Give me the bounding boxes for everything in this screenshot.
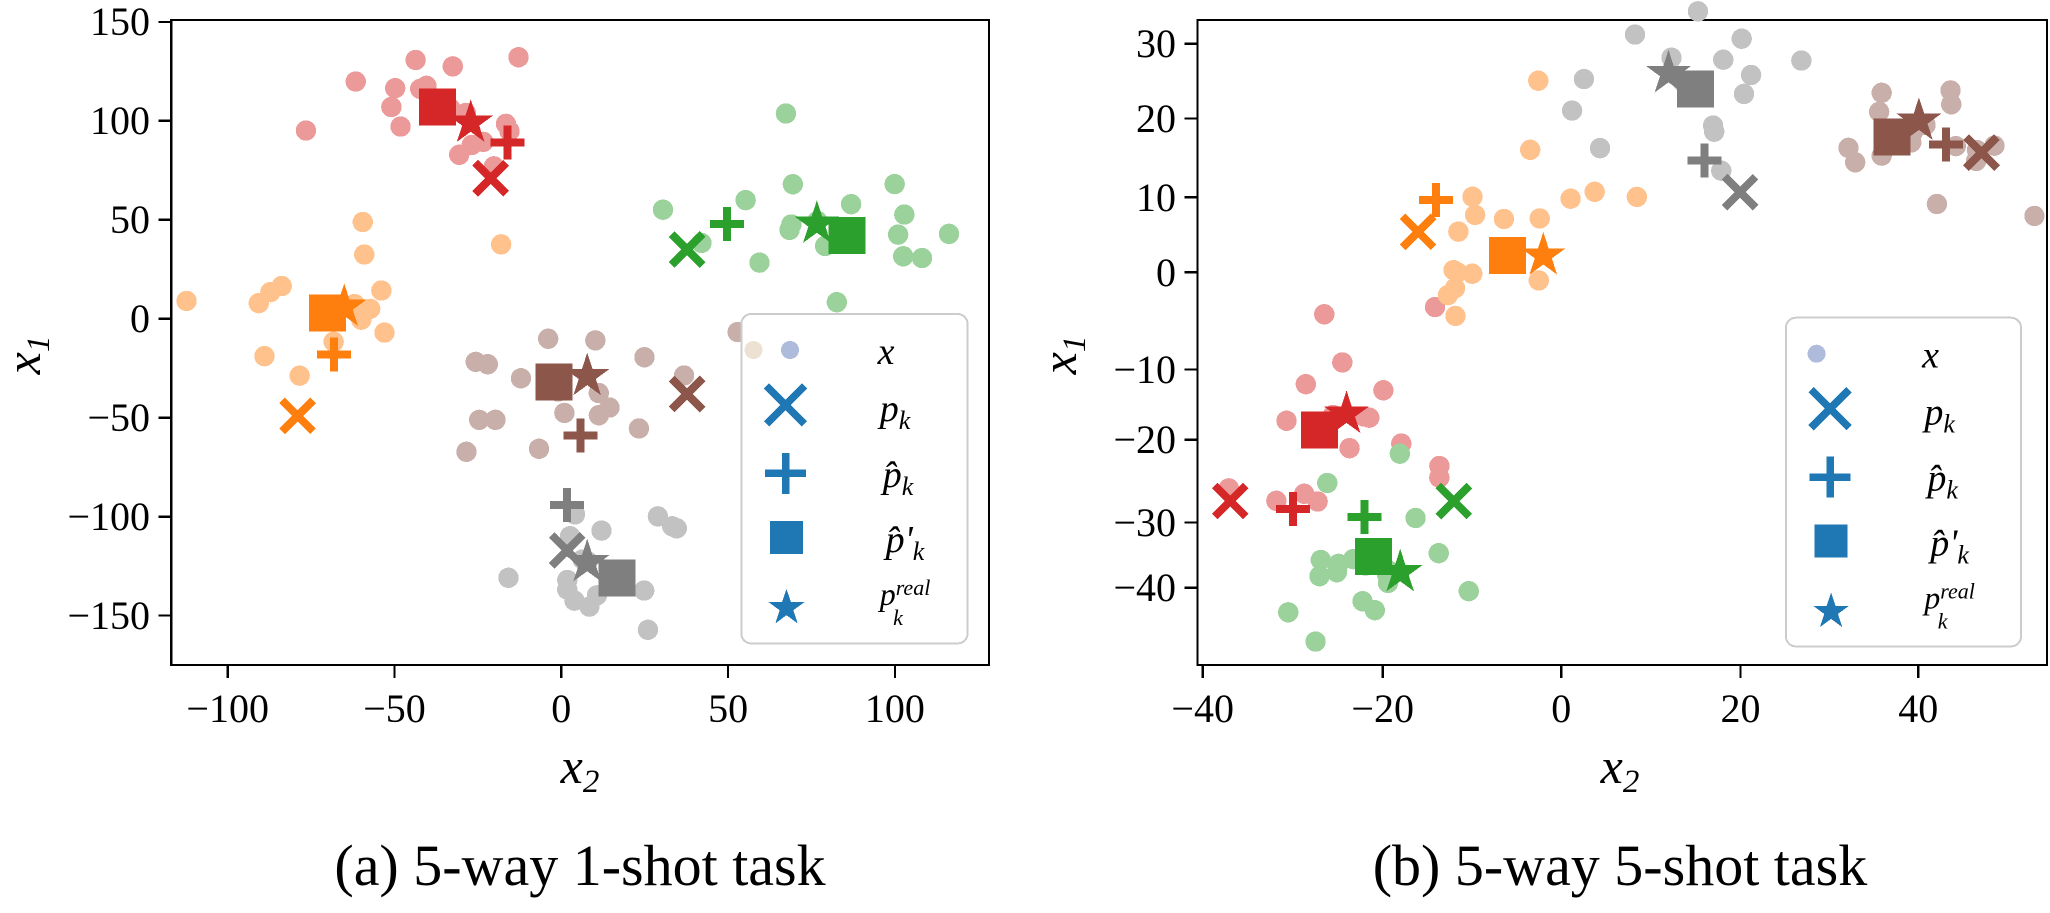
svg-text:k: k [1938, 609, 1949, 634]
svg-text:−40: −40 [1171, 686, 1234, 731]
svg-text:x: x [877, 331, 895, 373]
svg-text:40: 40 [1898, 686, 1938, 731]
svg-text:50: 50 [708, 686, 748, 731]
svg-text:(a) 5-way 1-shot task: (a) 5-way 1-shot task [334, 833, 825, 898]
svg-text:100: 100 [865, 686, 925, 731]
svg-text:20: 20 [1136, 96, 1176, 141]
svg-text:−40: −40 [1113, 565, 1176, 610]
svg-text:k: k [893, 605, 904, 630]
svg-text:0: 0 [551, 686, 571, 731]
svg-text:0: 0 [1156, 250, 1176, 295]
svg-text:−20: −20 [1351, 686, 1414, 731]
svg-text:20: 20 [1721, 686, 1761, 731]
svg-text:0: 0 [1551, 686, 1571, 731]
svg-text:50: 50 [110, 197, 150, 242]
svg-text:−100: −100 [186, 686, 269, 731]
svg-text:x2: x2 [1600, 738, 1640, 800]
svg-text:−10: −10 [1113, 347, 1176, 392]
svg-text:−50: −50 [363, 686, 426, 731]
svg-text:10: 10 [1136, 175, 1176, 220]
svg-text:−150: −150 [67, 593, 150, 638]
svg-text:0: 0 [130, 296, 150, 341]
svg-text:x: x [1921, 335, 1939, 377]
svg-text:x2: x2 [560, 738, 600, 800]
svg-text:−30: −30 [1113, 500, 1176, 545]
svg-text:150: 150 [90, 0, 150, 44]
svg-text:(b) 5-way 5-shot task: (b) 5-way 5-shot task [1373, 833, 1868, 898]
svg-text:x1: x1 [0, 336, 57, 376]
svg-text:100: 100 [90, 98, 150, 143]
svg-text:x1: x1 [1031, 336, 1093, 376]
svg-text:30: 30 [1136, 21, 1176, 66]
svg-text:−50: −50 [87, 395, 150, 440]
svg-text:−100: −100 [67, 494, 150, 539]
svg-text:−20: −20 [1113, 417, 1176, 462]
